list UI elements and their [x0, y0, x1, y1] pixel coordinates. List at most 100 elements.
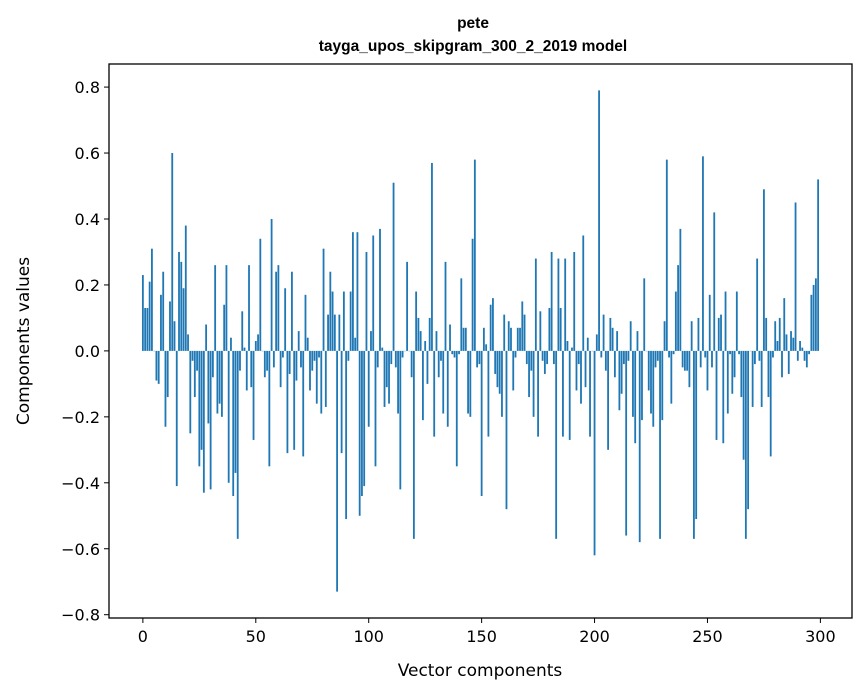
bar-100	[367, 350, 370, 427]
bar-60	[277, 265, 280, 351]
bar-246	[697, 317, 700, 351]
x-tick-label: 100	[353, 627, 384, 646]
bar-7	[157, 350, 160, 384]
bar-106	[381, 347, 384, 351]
bar-110	[390, 350, 393, 365]
bar-184	[557, 258, 560, 351]
bar-232	[665, 159, 668, 351]
bar-152	[485, 344, 488, 351]
bar-183	[555, 350, 558, 539]
bar-91	[347, 350, 350, 361]
bar-59	[275, 271, 278, 351]
bar-193	[577, 350, 580, 365]
bar-115	[401, 350, 404, 358]
bar-249	[704, 350, 707, 358]
bar-15	[175, 350, 178, 487]
bar-147	[473, 159, 476, 351]
bar-220	[638, 350, 641, 543]
bar-276	[765, 317, 768, 351]
bar-274	[760, 350, 763, 407]
bar-45	[243, 347, 246, 351]
bar-20	[187, 334, 189, 351]
bar-234	[670, 350, 673, 404]
bar-63	[284, 288, 287, 351]
bar-104	[376, 350, 379, 368]
bar-259	[726, 350, 729, 414]
bar-191	[573, 251, 576, 351]
bar-271	[753, 350, 756, 365]
bar-65	[288, 350, 291, 374]
bar-98	[363, 350, 366, 487]
bar-179	[546, 350, 549, 365]
bar-44	[241, 311, 244, 351]
bar-174	[534, 258, 537, 351]
bar-4	[151, 248, 153, 351]
y-tick-label: 0.4	[75, 210, 100, 229]
bar-159	[501, 350, 503, 417]
bar-81	[324, 350, 327, 407]
bar-265	[740, 350, 743, 398]
bar-189	[568, 350, 571, 440]
bar-31	[211, 350, 214, 378]
bar-165	[514, 350, 517, 358]
bar-2	[146, 308, 149, 351]
bar-277	[767, 350, 770, 398]
bar-101	[370, 331, 372, 351]
bar-33	[216, 350, 219, 414]
bar-169	[523, 314, 526, 351]
bar-248	[702, 156, 704, 351]
bar-17	[180, 261, 183, 351]
bar-213	[623, 350, 625, 365]
bar-38	[227, 350, 230, 483]
bar-153	[487, 350, 490, 437]
x-axis-label: Vector components	[398, 661, 563, 681]
bar-194	[580, 350, 582, 404]
bar-295	[808, 350, 810, 355]
bar-46	[245, 350, 248, 391]
bar-266	[742, 350, 745, 460]
bar-34	[218, 350, 221, 404]
bar-121	[415, 291, 418, 351]
bar-203	[600, 350, 603, 358]
bar-68	[295, 350, 298, 381]
bar-181	[550, 251, 553, 351]
bar-1	[144, 308, 147, 351]
bar-8	[160, 294, 162, 351]
bar-49	[252, 350, 255, 440]
bar-26	[200, 350, 203, 450]
bar-221	[641, 350, 643, 421]
y-tick-label: −0.8	[61, 606, 100, 625]
bar-114	[399, 350, 402, 490]
bar-263	[735, 291, 738, 351]
bar-108	[385, 350, 388, 388]
bar-157	[496, 350, 499, 388]
bar-186	[562, 350, 564, 437]
bar-64	[286, 350, 289, 454]
bar-130	[435, 331, 438, 351]
bar-85	[333, 314, 336, 351]
bar-151	[482, 327, 485, 351]
bar-275	[763, 189, 765, 351]
bar-298	[814, 278, 817, 351]
bar-73	[306, 337, 309, 351]
bar-216	[629, 321, 632, 351]
bar-12	[169, 301, 171, 351]
chart-subtitle: tayga_upos_skipgram_300_2_2019 model	[319, 38, 627, 55]
bar-90	[345, 350, 348, 520]
bar-287	[790, 331, 792, 351]
bar-229	[659, 350, 661, 539]
bar-41	[234, 350, 237, 473]
bar-93	[352, 232, 354, 351]
bar-202	[598, 90, 600, 351]
bar-131	[437, 350, 440, 378]
bar-230	[661, 350, 664, 421]
bar-88	[340, 350, 343, 454]
y-tick-label: −0.6	[61, 540, 100, 559]
bar-92	[349, 291, 352, 351]
bar-61	[279, 350, 282, 388]
bar-231	[663, 321, 666, 351]
bar-125	[424, 341, 427, 351]
bar-172	[530, 350, 533, 371]
bar-190	[571, 347, 573, 351]
bar-299	[817, 179, 820, 351]
